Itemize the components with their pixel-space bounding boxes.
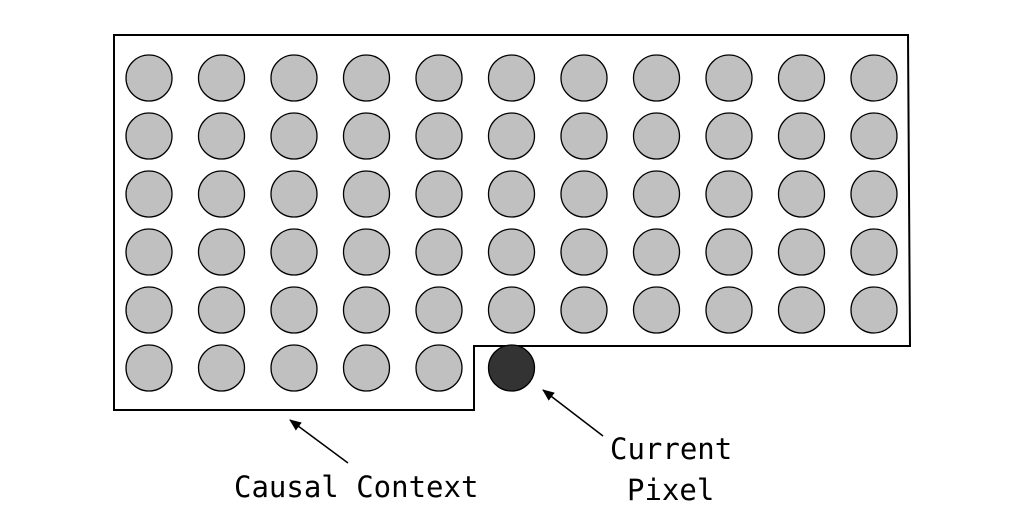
causal-pixel xyxy=(560,286,608,334)
causal-pixel xyxy=(850,286,898,334)
causal-context-arrow xyxy=(289,419,349,464)
pixel-grid xyxy=(125,54,898,392)
causal-pixel xyxy=(850,228,898,276)
causal-pixel xyxy=(342,344,391,392)
causal-pixel xyxy=(705,112,753,160)
causal-pixel xyxy=(270,286,318,334)
causal-pixel xyxy=(415,54,463,102)
causal-pixel xyxy=(197,112,246,160)
causal-pixel xyxy=(705,286,753,334)
causal-pixel xyxy=(125,112,173,160)
causal-pixel xyxy=(415,228,463,276)
causal-pixel xyxy=(197,170,246,218)
causal-pixel xyxy=(342,170,391,218)
causal-pixel xyxy=(415,112,463,160)
causal-pixel xyxy=(125,344,173,392)
causal-pixel xyxy=(125,286,173,334)
current-pixel-label-line2: Pixel xyxy=(627,473,714,507)
causal-pixel xyxy=(197,228,246,276)
causal-pixel xyxy=(125,228,173,276)
causal-pixel xyxy=(777,228,826,276)
current-pixel-label-line1: Current xyxy=(610,432,732,466)
causal-pixel xyxy=(705,170,753,218)
causal-pixel xyxy=(777,170,826,218)
causal-pixel xyxy=(632,170,681,218)
causal-pixel xyxy=(487,54,536,102)
causal-pixel xyxy=(342,228,391,276)
causal-pixel xyxy=(270,228,318,276)
causal-pixel xyxy=(125,170,173,218)
causal-pixel xyxy=(270,170,318,218)
causal-pixel xyxy=(632,228,681,276)
causal-context-label: Causal Context xyxy=(234,470,478,504)
current-pixel xyxy=(487,344,536,392)
causal-pixel xyxy=(560,170,608,218)
causal-pixel xyxy=(270,344,318,392)
causal-pixel xyxy=(270,54,318,102)
causal-pixel xyxy=(850,54,898,102)
causal-pixel xyxy=(632,286,681,334)
causal-pixel xyxy=(487,286,536,334)
causal-pixel xyxy=(487,112,536,160)
causal-pixel xyxy=(560,228,608,276)
causal-pixel xyxy=(487,170,536,218)
causal-pixel xyxy=(850,112,898,160)
causal-pixel xyxy=(705,228,753,276)
causal-pixel xyxy=(777,112,826,160)
causal-context-boundary xyxy=(113,34,912,411)
causal-pixel xyxy=(560,54,608,102)
causal-pixel xyxy=(632,112,681,160)
causal-pixel xyxy=(415,286,463,334)
causal-pixel xyxy=(487,228,536,276)
causal-pixel xyxy=(342,286,391,334)
causal-pixel xyxy=(342,112,391,160)
causal-pixel xyxy=(850,170,898,218)
causal-pixel xyxy=(777,54,826,102)
causal-pixel xyxy=(560,112,608,160)
causal-pixel xyxy=(342,54,391,102)
causal-pixel xyxy=(197,54,246,102)
causal-pixel xyxy=(705,54,753,102)
causal-pixel xyxy=(125,54,173,102)
current-pixel-arrow xyxy=(542,389,604,437)
causal-pixel xyxy=(197,344,246,392)
causal-pixel xyxy=(197,286,246,334)
causal-pixel xyxy=(415,170,463,218)
causal-pixel xyxy=(270,112,318,160)
causal-pixel xyxy=(777,286,826,334)
causal-pixel xyxy=(415,344,463,392)
causal-pixel xyxy=(632,54,681,102)
